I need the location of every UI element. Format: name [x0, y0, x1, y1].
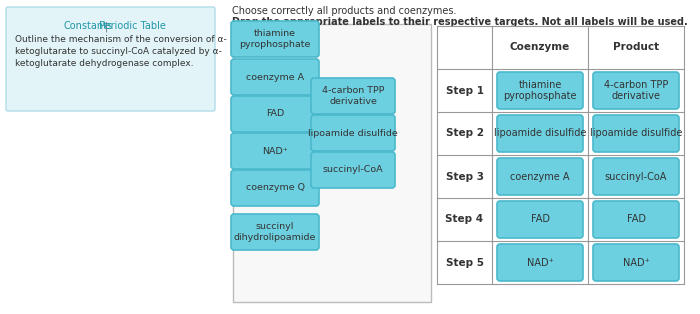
Text: NAD⁺: NAD⁺	[622, 257, 650, 268]
Text: lipoamide disulfide: lipoamide disulfide	[494, 128, 586, 138]
Text: succinyl-CoA: succinyl-CoA	[323, 165, 384, 175]
Text: NAD⁺: NAD⁺	[526, 257, 554, 268]
Text: 4-carbon TPP
derivative: 4-carbon TPP derivative	[322, 86, 384, 106]
Text: Step 3: Step 3	[445, 171, 484, 181]
Text: FAD: FAD	[626, 214, 645, 225]
Text: Drag the appropriate labels to their respective targets. Not all labels will be : Drag the appropriate labels to their res…	[232, 17, 687, 27]
Text: coenzyme A: coenzyme A	[246, 73, 304, 82]
FancyBboxPatch shape	[6, 7, 215, 111]
Text: Product: Product	[613, 42, 659, 52]
Text: thiamine
pyrophosphate: thiamine pyrophosphate	[503, 80, 577, 101]
Text: Outline the mechanism of the conversion of α-
ketoglutarate to succinyl-CoA cata: Outline the mechanism of the conversion …	[15, 35, 227, 68]
Text: Choose correctly all products and coenzymes.: Choose correctly all products and coenzy…	[232, 6, 456, 16]
FancyBboxPatch shape	[231, 59, 319, 95]
Bar	[233, 24, 431, 302]
FancyBboxPatch shape	[231, 214, 319, 250]
FancyBboxPatch shape	[593, 158, 679, 195]
Text: thiamine
pyrophosphate: thiamine pyrophosphate	[239, 29, 311, 49]
FancyBboxPatch shape	[497, 201, 583, 238]
Text: |: |	[105, 21, 108, 31]
FancyBboxPatch shape	[497, 158, 583, 195]
Text: 4-carbon TPP
derivative: 4-carbon TPP derivative	[604, 80, 668, 101]
Text: succinyl
dihydrolipoamide: succinyl dihydrolipoamide	[234, 222, 316, 242]
FancyBboxPatch shape	[593, 72, 679, 109]
Text: Constants: Constants	[64, 21, 113, 31]
Text: coenzyme Q: coenzyme Q	[246, 183, 304, 192]
Text: Step 2: Step 2	[445, 128, 484, 138]
FancyBboxPatch shape	[497, 115, 583, 152]
Text: Step 4: Step 4	[445, 214, 484, 225]
Text: NAD⁺: NAD⁺	[262, 147, 288, 155]
FancyBboxPatch shape	[311, 115, 395, 151]
FancyBboxPatch shape	[311, 78, 395, 114]
Text: Step 5: Step 5	[445, 257, 484, 268]
FancyBboxPatch shape	[593, 201, 679, 238]
FancyBboxPatch shape	[231, 133, 319, 169]
Text: FAD: FAD	[266, 110, 284, 118]
Text: FAD: FAD	[531, 214, 550, 225]
FancyBboxPatch shape	[593, 244, 679, 281]
Text: coenzyme A: coenzyme A	[510, 171, 570, 181]
FancyBboxPatch shape	[497, 72, 583, 109]
Text: Step 1: Step 1	[445, 85, 484, 95]
Text: succinyl-CoA: succinyl-CoA	[605, 171, 667, 181]
Bar	[437, 26, 684, 284]
FancyBboxPatch shape	[231, 21, 319, 57]
Text: Coenzyme: Coenzyme	[510, 42, 570, 52]
FancyBboxPatch shape	[497, 244, 583, 281]
Text: lipoamide disulfide: lipoamide disulfide	[590, 128, 682, 138]
FancyBboxPatch shape	[311, 152, 395, 188]
FancyBboxPatch shape	[231, 96, 319, 132]
FancyBboxPatch shape	[593, 115, 679, 152]
Text: Periodic Table: Periodic Table	[99, 21, 166, 31]
Text: lipoamide disulfide: lipoamide disulfide	[308, 128, 398, 138]
FancyBboxPatch shape	[231, 170, 319, 206]
